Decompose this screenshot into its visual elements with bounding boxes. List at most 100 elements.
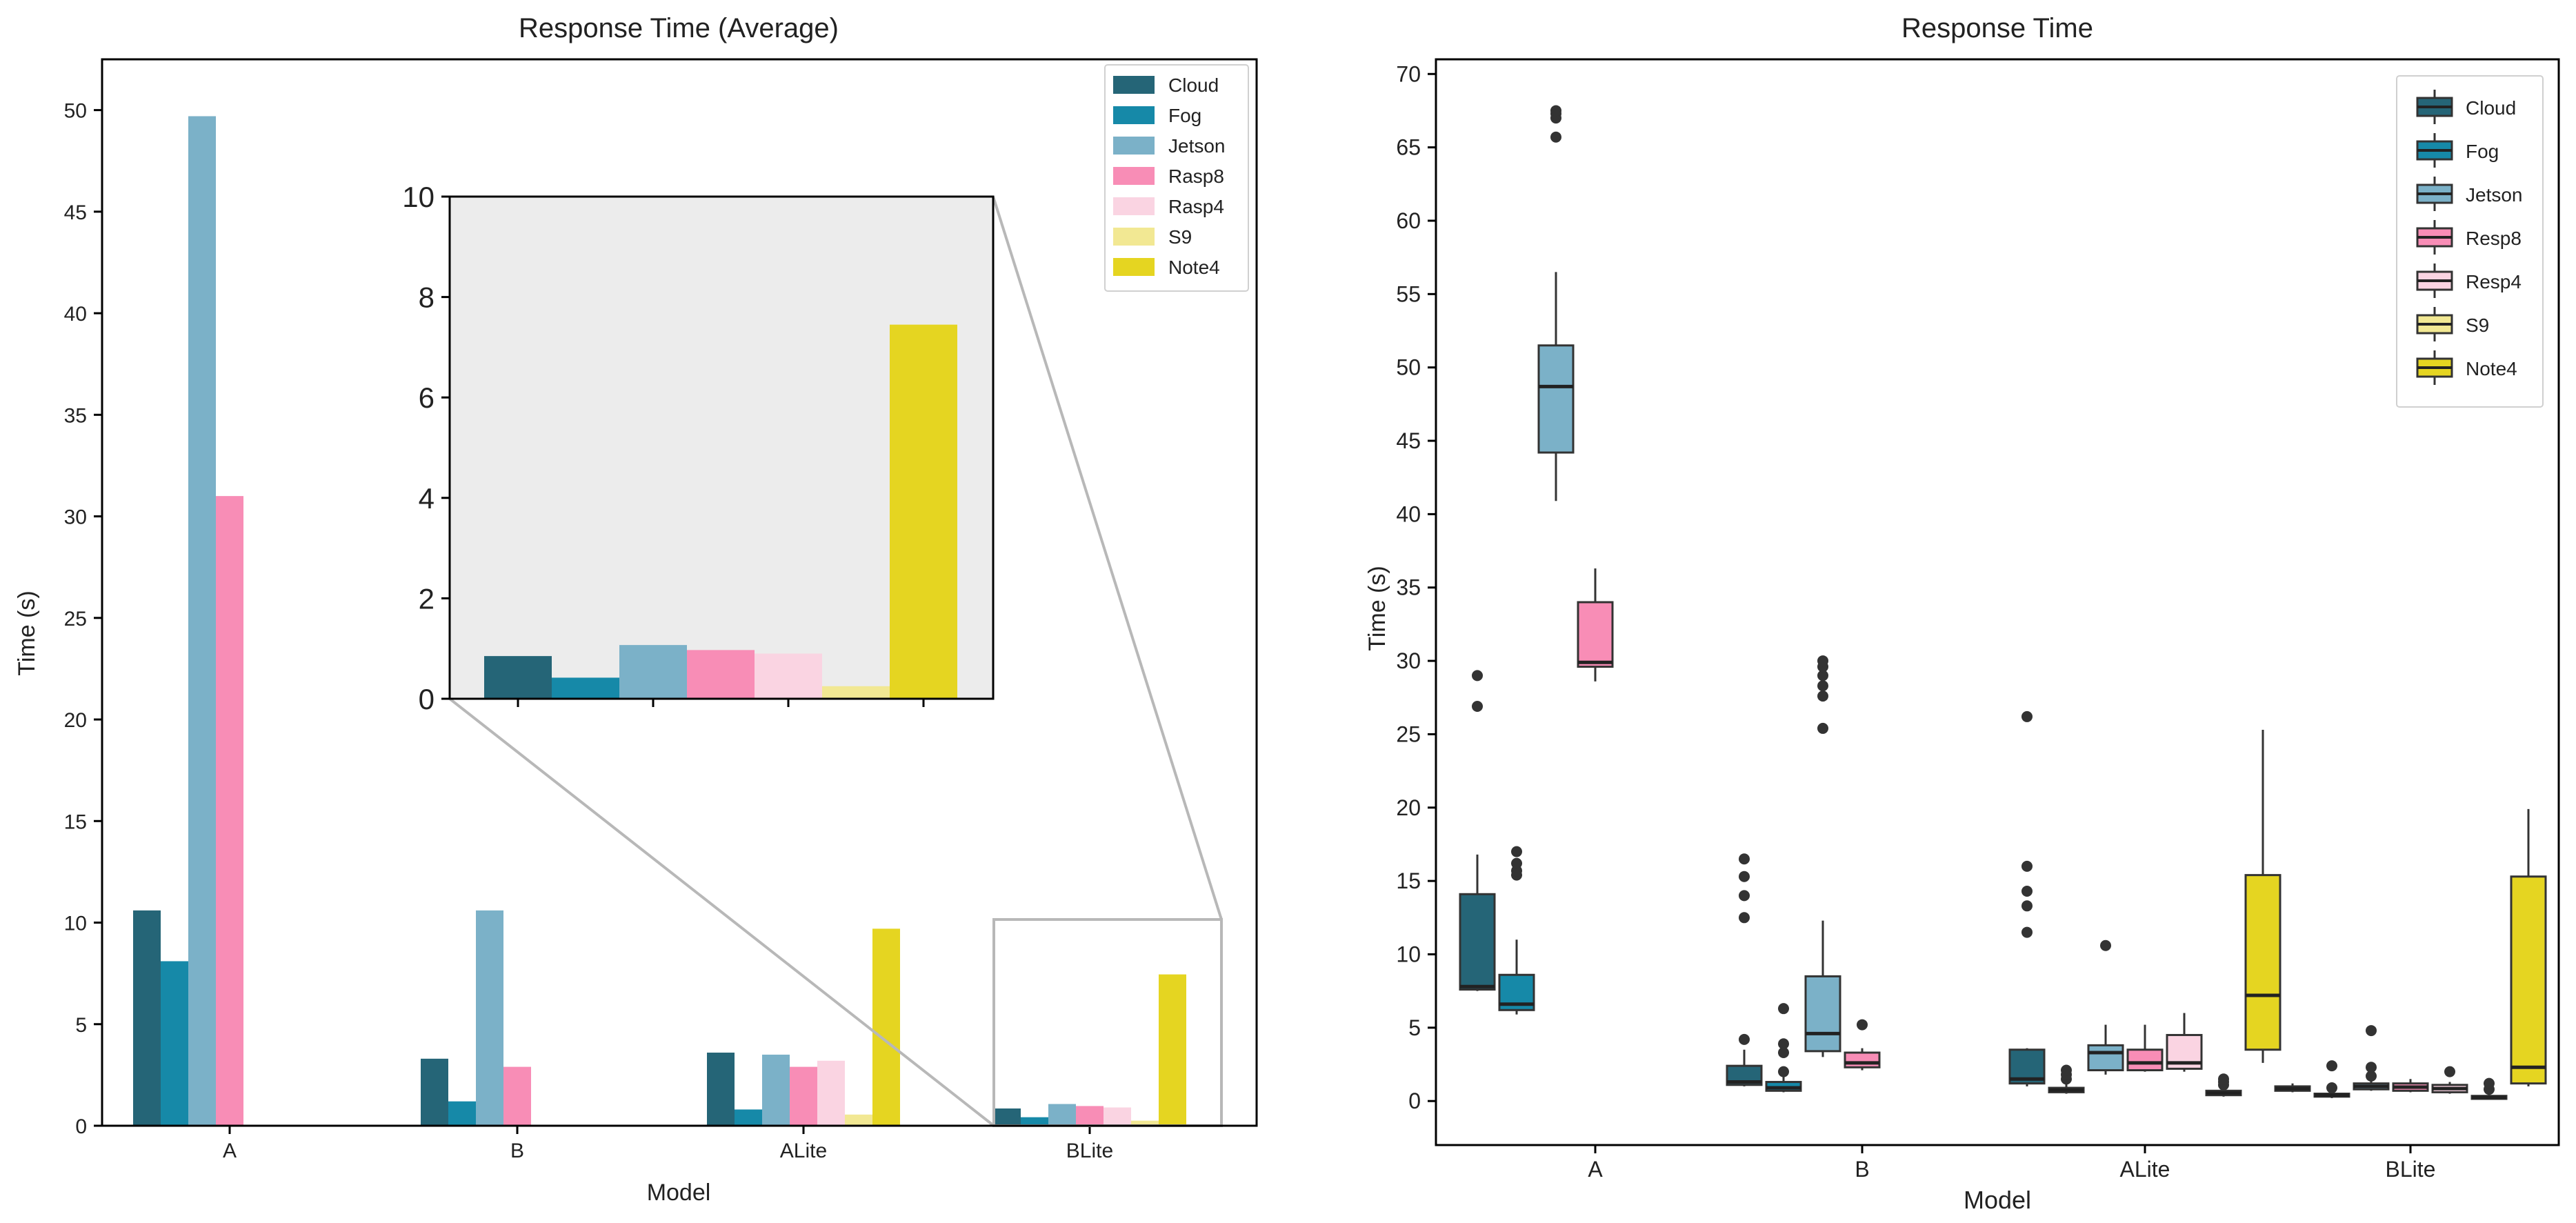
inset-y-tick-label: 4 — [419, 482, 435, 515]
inset-bar-rasp8 — [687, 650, 755, 699]
bar-legend-swatch-note4 — [1113, 258, 1155, 276]
box-outlier-b-cloud — [1739, 871, 1750, 882]
bar-legend-swatch-fog — [1113, 106, 1155, 124]
box-outlier-a-cloud — [1472, 701, 1483, 713]
box-plot-x-axis: A B ALite BLite — [1588, 1145, 2435, 1182]
bar-legend-swatch-cloud — [1113, 76, 1155, 94]
bar-b-fog — [448, 1101, 476, 1126]
box-plot-legend: Cloud Fog Jetson Resp8 Resp4 S9 Note4 — [2396, 75, 2544, 408]
bar-x-tick-label: BLite — [1066, 1140, 1113, 1162]
bar-alite-fog — [735, 1109, 762, 1126]
inset-bar-cloud — [484, 656, 552, 699]
box-plot-ylabel: Time (s) — [1364, 566, 1390, 650]
zoom-connector-right — [992, 196, 1223, 920]
box-outlier-alite-cloud — [2021, 926, 2033, 938]
bar-blite-rasp8 — [1076, 1106, 1104, 1126]
box-y-tick-label: 65 — [1396, 135, 1421, 160]
bar-chart-y-axis: 0 5 10 15 20 25 30 35 40 45 50 — [64, 100, 102, 1138]
box-outlier-b-jetson — [1817, 680, 1828, 692]
box-outlier-a-cloud — [1472, 670, 1483, 682]
box-outlier-b-cloud — [1739, 912, 1750, 924]
box-alite-jetson — [2087, 1044, 2124, 1072]
box-outlier-alite-cloud — [2021, 900, 2033, 912]
box-a-resp8 — [1577, 601, 1614, 668]
box-outlier-a-fog — [1511, 857, 1522, 869]
inset-bar-note4 — [890, 324, 957, 699]
bar-blite-jetson — [1048, 1104, 1076, 1126]
inset-bar-jetson — [619, 645, 687, 699]
inset-y-tick-label: 0 — [419, 683, 435, 715]
inset-bar-s9 — [822, 686, 890, 699]
bar-chart-xlabel: Model — [647, 1180, 711, 1206]
box-outlier-blite-jetson — [2366, 1062, 2377, 1073]
bar-y-tick-label: 5 — [75, 1014, 87, 1037]
bar-alite-rasp8 — [790, 1066, 817, 1126]
box-outlier-b-cloud — [1739, 1033, 1750, 1045]
bar-chart-x-axis: A B ALite BLite — [223, 1126, 1113, 1162]
box-x-tick-label: BLite — [2386, 1157, 2436, 1182]
bar-legend-label-note4: Note4 — [1168, 257, 1220, 278]
bar-legend-swatch-rasp8 — [1113, 167, 1155, 185]
bar-y-tick-label: 40 — [64, 303, 87, 326]
box-outlier-alite-cloud — [2021, 886, 2033, 897]
bar-legend-label-jetson: Jetson — [1168, 135, 1226, 157]
bar-a-fog — [161, 961, 188, 1126]
bar-chart-frame — [101, 58, 1258, 1127]
bar-blite-fog — [1021, 1117, 1048, 1126]
box-outlier-b-jetson — [1817, 722, 1828, 734]
bar-a-rasp8 — [216, 496, 243, 1126]
bar-y-tick-label: 45 — [64, 201, 87, 224]
bar-y-tick-label: 35 — [64, 404, 87, 427]
box-b-jetson — [1804, 975, 1841, 1053]
bar-a-cloud — [133, 910, 161, 1126]
bar-y-tick-label: 15 — [64, 811, 87, 833]
box-outlier-b-jetson — [1817, 670, 1828, 682]
box-outlier-b-fog — [1778, 1038, 1789, 1050]
box-plot-xlabel: Model — [1964, 1186, 2031, 1214]
box-y-tick-label: 20 — [1396, 795, 1421, 820]
bar-legend-label-cloud: Cloud — [1168, 74, 1219, 96]
box-alite-resp8 — [2126, 1048, 2164, 1072]
box-a-cloud — [1459, 893, 1496, 991]
box-outlier-b-resp8 — [1857, 1019, 1868, 1031]
bar-a-jetson — [188, 116, 216, 1126]
bar-legend-label-rasp8: Rasp8 — [1168, 166, 1224, 187]
bar-chart-inset: 0 2 4 6 8 10 — [402, 181, 995, 715]
box-outlier-b-jetson — [1817, 655, 1828, 667]
inset-frame — [448, 195, 995, 700]
box-blite-note4 — [2510, 875, 2547, 1085]
bar-x-tick-label: A — [223, 1140, 237, 1162]
box-legend-label-note4: Note4 — [2466, 358, 2517, 379]
bar-alite-note4 — [872, 928, 900, 1126]
inset-bars — [484, 324, 957, 699]
box-a-jetson — [1537, 344, 1575, 454]
box-outlier-a-fog — [1511, 846, 1522, 857]
box-outlier-b-jetson — [1817, 690, 1828, 702]
box-y-tick-label: 40 — [1396, 501, 1421, 526]
inset-bar-fog — [552, 677, 619, 699]
box-outlier-blite-resp4 — [2444, 1066, 2455, 1077]
bar-legend-swatch-s9 — [1113, 228, 1155, 246]
box-y-tick-label: 55 — [1396, 281, 1421, 306]
bar-legend-swatch-jetson — [1113, 137, 1155, 155]
box-outlier-alite-cloud — [2021, 860, 2033, 872]
box-x-tick-label: ALite — [2120, 1157, 2170, 1182]
bar-x-tick-label: B — [510, 1140, 524, 1162]
bar-alite-jetson — [762, 1054, 790, 1126]
bar-legend-label-fog: Fog — [1168, 105, 1201, 126]
box-outlier-a-jetson — [1550, 105, 1561, 117]
box-outlier-b-fog — [1778, 1003, 1789, 1015]
bar-blite-note4 — [1159, 974, 1186, 1126]
box-plot-title: Response Time — [1901, 13, 2093, 43]
bar-blite-rasp4 — [1104, 1107, 1131, 1126]
bar-chart-panel: Response Time (Average) Model Time (s) 0… — [14, 13, 1258, 1206]
bar-x-tick-label: ALite — [780, 1140, 827, 1162]
bar-chart-legend: Cloud Fog Jetson Rasp8 Rasp4 S9 Note4 — [1104, 64, 1249, 292]
bar-chart-bars — [133, 116, 1186, 1126]
bar-blite-cloud — [993, 1108, 1021, 1126]
box-legend-label-s9: S9 — [2466, 315, 2489, 336]
inset-y-axis: 0 2 4 6 8 10 — [402, 181, 450, 715]
